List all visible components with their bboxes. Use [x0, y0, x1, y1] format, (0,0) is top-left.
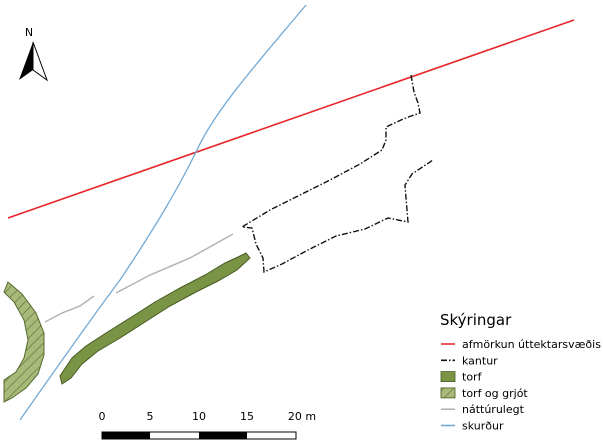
legend-symbol-fill [440, 371, 456, 383]
legend-item: afmörkun úttektarsvæðis [441, 338, 601, 351]
legend-item-label: kantur [462, 354, 498, 367]
legend-item-label: skurður [462, 420, 504, 433]
legend-item-label: náttúrulegt [462, 403, 525, 416]
north-label: N [25, 26, 33, 39]
legend-item-label: torf [462, 371, 483, 384]
legend-item-label: afmörkun úttektarsvæðis [462, 338, 601, 351]
legend-item-label: torf og grjót [462, 387, 528, 400]
ditch-line [19, 4, 307, 421]
legend-item: torf [440, 371, 483, 384]
north-arrow: N [19, 26, 49, 82]
legend-item: náttúrulegt [441, 403, 525, 416]
survey-boundary-line [7, 19, 575, 219]
scale-label-20: 20 m [288, 410, 316, 423]
scale-label-10: 10 [192, 410, 206, 423]
scale-label-5: 5 [147, 410, 154, 423]
turf-stone-feature [3, 281, 45, 403]
legend-item: kantur [441, 354, 498, 367]
scale-label-15: 15 [240, 410, 254, 423]
legend: Skýringar afmörkun úttektarsvæðis kantur t… [440, 311, 601, 433]
natural-line [44, 295, 95, 323]
natural-line-2 [115, 233, 234, 294]
turf-feature [59, 252, 251, 385]
legend-item: skurður [441, 420, 504, 433]
scale-label-0: 0 [99, 410, 106, 423]
legend-item: torf og grjót [440, 387, 528, 400]
legend-symbol-fill [440, 387, 456, 399]
scale-bar: 0 5 10 15 20 m [99, 410, 316, 440]
edge-line [239, 74, 434, 274]
legend-title: Skýringar [440, 311, 512, 329]
